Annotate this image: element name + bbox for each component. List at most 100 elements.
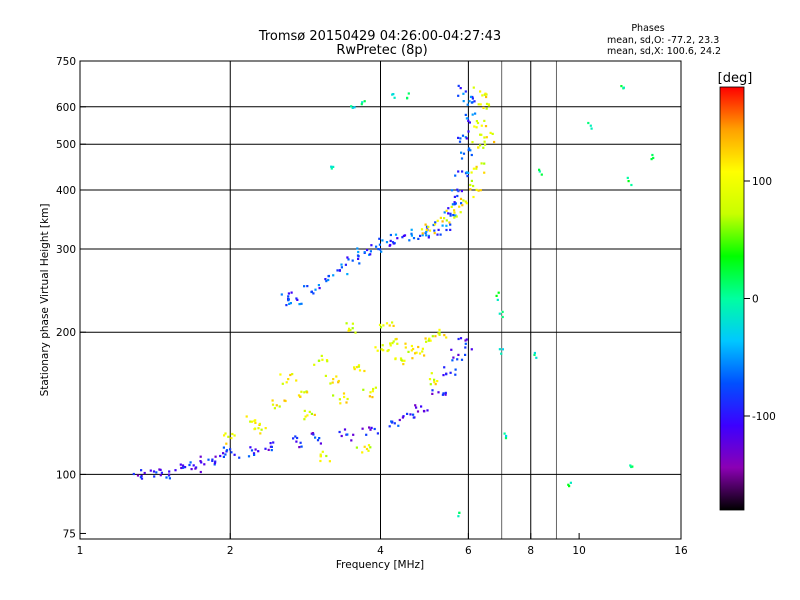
data-point xyxy=(419,234,422,237)
data-point xyxy=(343,428,347,431)
data-point xyxy=(453,211,456,214)
data-point xyxy=(437,228,440,231)
data-point xyxy=(408,239,411,242)
data-point xyxy=(327,274,330,278)
data-point xyxy=(458,205,461,208)
data-point xyxy=(381,239,384,242)
data-point xyxy=(587,121,590,125)
data-point xyxy=(229,448,232,451)
data-point xyxy=(452,356,455,359)
data-point xyxy=(485,95,488,99)
data-point xyxy=(310,432,313,435)
y-tick-label: 600 xyxy=(56,102,76,114)
y-tick-label: 300 xyxy=(56,244,76,256)
data-point xyxy=(369,391,372,394)
data-point xyxy=(339,402,342,405)
data-point xyxy=(342,392,346,395)
data-point xyxy=(430,372,433,375)
y-tick-label: 400 xyxy=(56,185,76,197)
data-point xyxy=(438,331,441,334)
data-point xyxy=(451,203,454,206)
data-point xyxy=(348,327,351,330)
data-point xyxy=(469,188,472,191)
data-point xyxy=(425,228,428,231)
data-point xyxy=(368,395,371,398)
chart-subtitle: RwPretec (8p) xyxy=(336,43,427,58)
data-point xyxy=(330,167,333,170)
data-point xyxy=(449,371,452,374)
data-point xyxy=(433,381,436,384)
data-point xyxy=(475,165,478,168)
data-point xyxy=(421,232,424,235)
data-point xyxy=(458,140,462,143)
data-point xyxy=(436,219,439,222)
data-point xyxy=(415,406,418,409)
data-point xyxy=(420,228,424,231)
data-point xyxy=(503,432,506,435)
data-point xyxy=(303,409,306,412)
data-point xyxy=(249,446,252,449)
data-point xyxy=(380,348,383,351)
data-point xyxy=(306,391,309,394)
data-point xyxy=(462,100,465,103)
data-point xyxy=(304,415,307,418)
data-point xyxy=(404,342,407,345)
data-point xyxy=(425,225,429,228)
data-point xyxy=(410,228,413,231)
data-point xyxy=(337,379,340,383)
data-point xyxy=(357,255,360,258)
data-point xyxy=(356,247,359,250)
data-point xyxy=(295,297,298,300)
data-point xyxy=(132,472,135,476)
data-point xyxy=(423,410,426,413)
data-point xyxy=(374,346,377,349)
data-point xyxy=(411,357,414,360)
data-point xyxy=(207,458,210,461)
data-point xyxy=(495,294,498,297)
data-point xyxy=(306,285,309,288)
data-point xyxy=(650,158,653,161)
data-point xyxy=(483,162,486,165)
data-point xyxy=(473,125,476,128)
data-point xyxy=(287,298,290,301)
data-point xyxy=(445,228,448,232)
data-point xyxy=(468,100,471,103)
data-point xyxy=(350,105,353,108)
data-point xyxy=(427,236,430,239)
data-point xyxy=(443,217,446,220)
data-point xyxy=(461,170,464,173)
data-point xyxy=(353,106,356,109)
data-point xyxy=(464,200,467,203)
data-point xyxy=(140,474,143,477)
data-point xyxy=(320,354,323,357)
data-point xyxy=(460,151,463,154)
data-point xyxy=(417,237,420,240)
data-point xyxy=(538,168,541,171)
data-point xyxy=(258,422,261,425)
data-point xyxy=(434,383,437,386)
data-point xyxy=(389,233,392,237)
x-tick-label: 10 xyxy=(572,545,585,557)
data-point xyxy=(184,466,187,469)
data-point xyxy=(443,211,446,214)
data-point xyxy=(192,464,195,467)
data-point xyxy=(392,340,395,343)
data-point xyxy=(431,392,434,395)
data-point xyxy=(331,381,334,384)
data-point xyxy=(652,156,655,160)
data-point xyxy=(590,127,593,130)
data-point xyxy=(468,121,471,124)
data-point xyxy=(473,100,476,103)
data-point xyxy=(396,342,399,345)
data-point xyxy=(267,448,270,451)
data-point xyxy=(403,359,406,362)
data-point xyxy=(416,410,420,413)
data-point xyxy=(421,350,424,353)
data-point xyxy=(491,132,494,135)
data-point xyxy=(425,340,428,343)
data-point xyxy=(426,409,429,412)
data-point xyxy=(319,455,322,458)
data-point xyxy=(311,432,315,435)
data-point xyxy=(410,234,413,237)
data-point xyxy=(279,373,282,376)
